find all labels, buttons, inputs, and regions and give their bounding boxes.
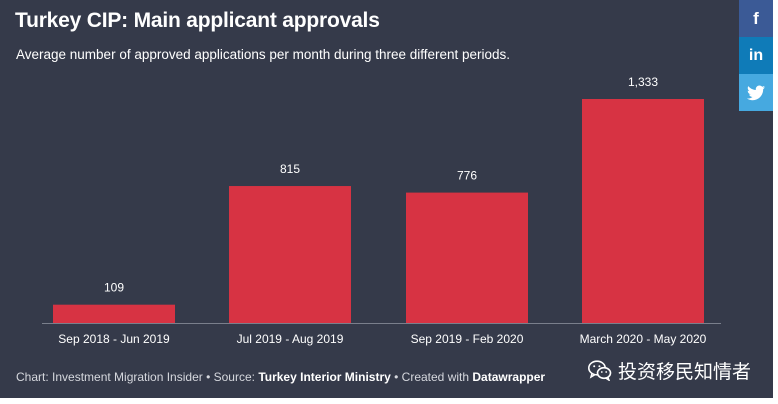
category-label-1: Sep 2018 - Jun 2019	[58, 332, 170, 346]
footer-source[interactable]: Turkey Interior Ministry	[258, 370, 391, 384]
category-label-2: Jul 2019 - Aug 2019	[237, 332, 344, 346]
facebook-icon: f	[753, 8, 759, 28]
category-label-4: March 2020 - May 2020	[580, 332, 707, 346]
value-label-2: 815	[280, 162, 300, 176]
bar-1[interactable]	[53, 304, 175, 323]
watermark: 投资移民知情者	[588, 357, 751, 384]
footer-tool[interactable]: Datawrapper	[472, 370, 546, 384]
linkedin-share-button[interactable]: in	[739, 37, 773, 74]
footer-middle: • Created with	[390, 370, 473, 384]
value-label-1: 109	[104, 281, 124, 295]
chart-subtitle: Average number of approved applications …	[16, 47, 511, 62]
category-label-3: Sep 2019 - Feb 2020	[411, 332, 524, 346]
watermark-text: 投资移民知情者	[618, 361, 752, 383]
linkedin-icon: in	[748, 46, 764, 64]
footer-prefix: Chart: Investment Migration Insider • So…	[16, 370, 259, 384]
bar-2[interactable]	[229, 186, 351, 323]
bar-4[interactable]	[582, 99, 704, 323]
chart-title: Turkey CIP: Main applicant approvals	[15, 9, 380, 32]
facebook-share-button[interactable]: f	[739, 0, 773, 37]
value-label-3: 776	[457, 169, 477, 183]
twitter-share-button[interactable]	[739, 74, 773, 111]
chart-footer: Chart: Investment Migration Insider • So…	[16, 370, 545, 384]
wechat-icon	[588, 360, 612, 381]
bar-3[interactable]	[406, 192, 528, 323]
twitter-icon	[747, 85, 765, 100]
value-label-4: 1,333	[628, 75, 658, 89]
